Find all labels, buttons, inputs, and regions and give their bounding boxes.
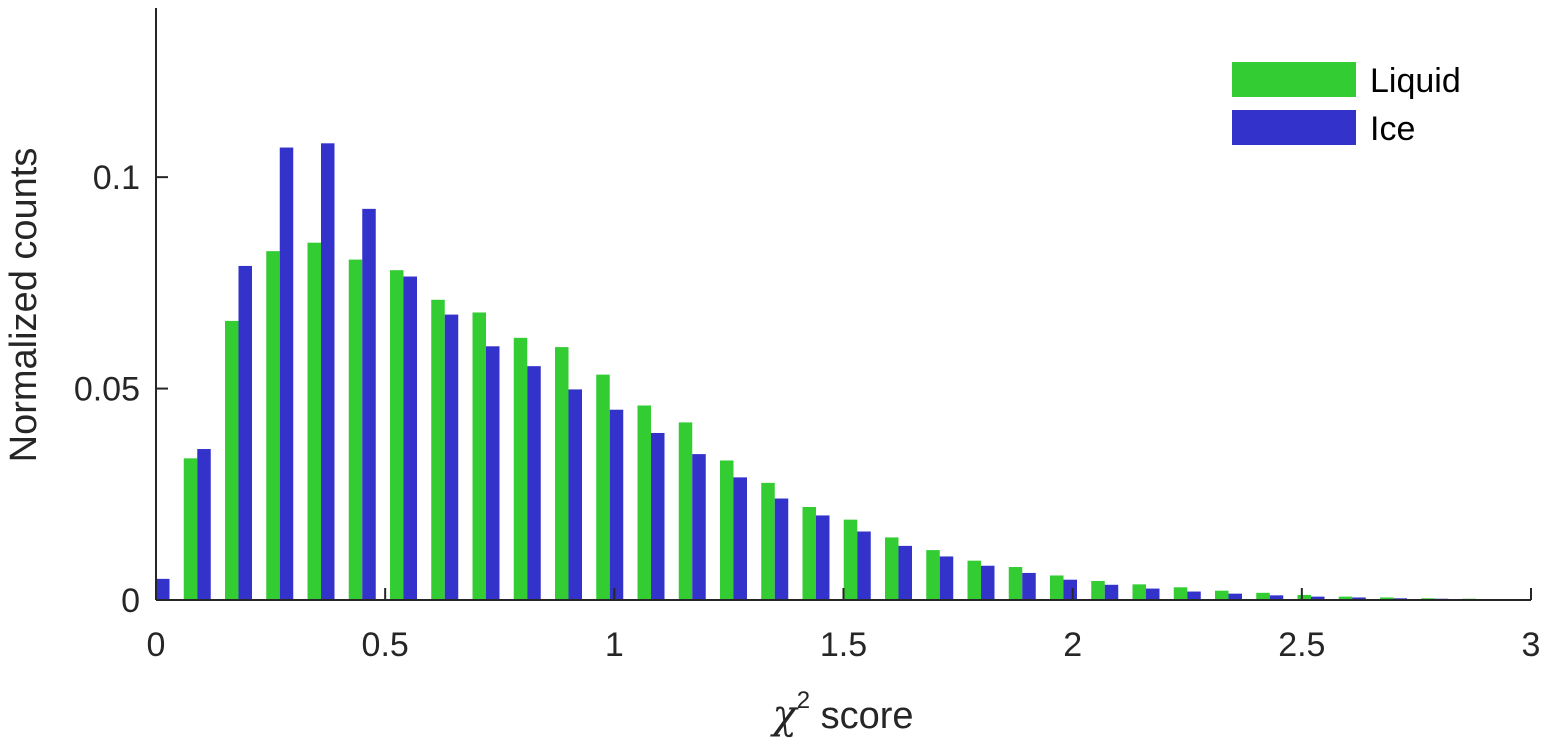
x-tick-label: 1 [605,626,624,664]
bar-liquid-23 [1091,580,1105,600]
bar-ice-14 [733,477,747,600]
bar-ice-2 [238,265,252,600]
bar-liquid-22 [1050,575,1064,600]
bar-ice-29 [1352,597,1366,600]
bar-ice-0 [156,578,170,600]
bar-ice-18 [898,545,912,600]
bar-liquid-9 [513,337,528,600]
x-tick-label: 2 [1063,626,1082,664]
bars-layer [156,143,1531,601]
x-axis-label-text: score [810,695,913,737]
bar-liquid-11 [596,374,610,600]
bar-liquid-7 [431,299,445,600]
bar-ice-9 [527,366,541,600]
legend-swatch-ice [1232,110,1356,145]
x-ticks: 0 0.5 1 1.5 2 2.5 3 [147,588,1541,664]
bar-liquid-8 [472,312,486,600]
y-tick-label: 0.05 [74,371,140,409]
bar-liquid-6 [390,270,404,600]
bar-ice-19 [939,556,954,600]
bar-liquid-20 [967,560,981,600]
bar-liquid-5 [348,259,363,600]
x-tick-label: 2.5 [1278,626,1325,664]
bar-ice-10 [568,389,582,600]
y-ticks: 0 0.05 0.1 [74,159,168,620]
bar-ice-13 [692,454,706,600]
bar-liquid-15 [761,482,775,600]
bar-liquid-4 [307,242,321,600]
x-tick-label: 0.5 [362,626,409,664]
bar-ice-5 [362,208,376,601]
x-axis-label-symbol: χ [769,692,799,738]
bar-ice-16 [816,515,830,600]
bar-ice-7 [444,314,459,600]
x-tick-label: 1.5 [820,626,867,664]
bar-liquid-14 [720,460,734,600]
bar-ice-28 [1311,596,1325,600]
bar-ice-8 [486,346,500,600]
legend-label-ice: Ice [1370,110,1415,148]
bar-liquid-12 [637,405,651,600]
y-tick-label: 0.1 [93,159,140,197]
bar-liquid-1 [183,458,198,600]
bar-liquid-18 [885,537,899,600]
bar-ice-6 [403,276,417,600]
bar-liquid-13 [678,422,693,600]
bar-ice-4 [321,143,335,600]
bar-ice-23 [1104,584,1119,600]
bar-ice-11 [609,409,624,600]
bar-liquid-2 [225,320,239,600]
bar-ice-3 [279,147,294,601]
bar-liquid-26 [1215,590,1229,600]
bar-liquid-27 [1256,592,1270,600]
x-tick-label: 0 [147,626,166,664]
bar-ice-21 [1022,572,1036,600]
y-tick-label: 0 [121,582,140,620]
x-tick-label: 3 [1522,626,1541,664]
bar-ice-27 [1269,595,1284,600]
x-axis-label: χ2 score [769,687,913,738]
bar-liquid-19 [926,550,940,600]
bar-liquid-17 [843,519,858,600]
bar-liquid-24 [1132,584,1146,600]
bar-ice-17 [857,531,871,600]
bar-liquid-25 [1173,587,1188,600]
bar-liquid-30 [1380,597,1394,600]
y-axis-label: Normalized counts [3,148,45,463]
bar-ice-26 [1228,593,1242,600]
bar-liquid-3 [266,251,280,600]
legend-label-liquid: Liquid [1370,62,1461,100]
bar-ice-12 [651,432,665,600]
bar-liquid-10 [555,347,569,600]
bar-ice-24 [1146,588,1160,600]
legend: Liquid Ice [1232,62,1461,148]
bar-ice-15 [774,498,789,600]
bar-liquid-21 [1008,567,1023,600]
bar-ice-25 [1187,591,1201,600]
x-axis-label-superscript: 2 [797,687,810,714]
bar-ice-20 [981,565,995,600]
bar-liquid-16 [802,506,816,600]
bar-ice-1 [197,449,211,600]
bar-liquid-29 [1338,596,1353,600]
bar-liquid-28 [1297,594,1311,600]
bar-ice-22 [1063,579,1077,600]
legend-swatch-liquid [1232,62,1356,97]
